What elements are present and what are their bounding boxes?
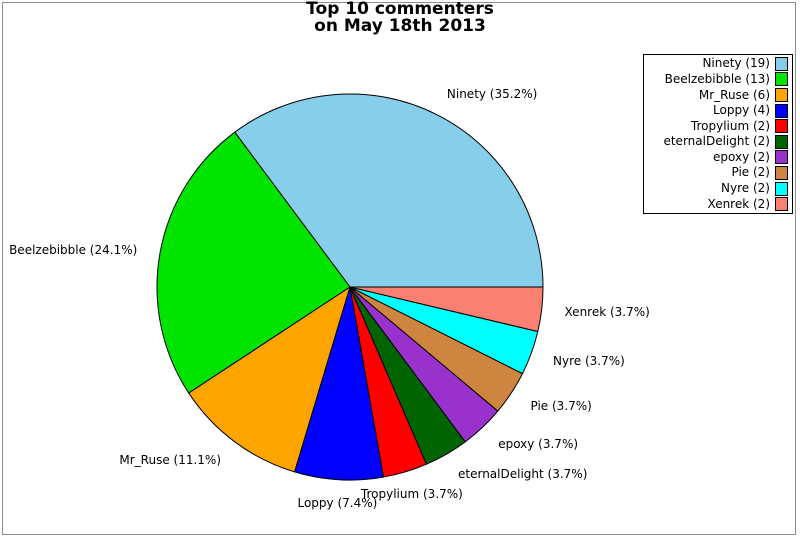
slice-label-pie: Pie (3.7%)	[530, 398, 592, 413]
pie-slice-mr_ruse	[188, 286, 351, 473]
legend-color-swatch	[775, 165, 788, 180]
legend-item-nyre: Nyre (2)	[646, 181, 788, 197]
slice-label-nyre: Nyre (3.7%)	[553, 353, 625, 368]
legend-item-ninety: Ninety (19)	[646, 56, 788, 72]
slice-label-tropylium: Tropylium (3.7%)	[360, 486, 463, 501]
legend-item-xenrek: Xenrek (2)	[646, 196, 788, 212]
chart-title-line1: Top 10 commenters	[306, 0, 494, 19]
legend-color-swatch	[775, 103, 788, 118]
legend-color-swatch	[775, 88, 788, 103]
pie-slice-ninety	[234, 93, 544, 288]
legend-color-swatch	[775, 56, 788, 71]
legend-label: Xenrek (2)	[707, 196, 770, 211]
chart-title-line2: on May 18th 2013	[314, 16, 486, 36]
pie-slice-beelzebibble	[156, 131, 351, 394]
legend-label: Pie (2)	[731, 165, 770, 180]
legend-color-swatch	[775, 119, 788, 134]
slice-label-xenrek: Xenrek (3.7%)	[564, 305, 650, 320]
slice-label-ninety: Ninety (35.2%)	[446, 87, 538, 101]
legend-label: eternalDelight (2)	[663, 134, 770, 149]
legend-label: Tropylium (2)	[690, 118, 770, 133]
slice-label-eternaldelight: eternalDelight (3.7%)	[458, 467, 588, 482]
legend-item-tropylium: Tropylium (2)	[646, 118, 788, 134]
legend-label: Nyre (2)	[721, 181, 770, 196]
legend-color-swatch	[775, 150, 788, 165]
legend-color-swatch	[775, 72, 788, 87]
legend-item-eternaldelight: eternalDelight (2)	[646, 134, 788, 150]
legend-item-epoxy: epoxy (2)	[646, 150, 788, 166]
legend-item-mr_ruse: Mr_Ruse (6)	[646, 87, 788, 103]
legend-label: Ninety (19)	[702, 56, 770, 71]
slice-label-loppy: Loppy (7.4%)	[297, 495, 378, 510]
legend-item-pie: Pie (2)	[646, 165, 788, 181]
legend-label: Mr_Ruse (6)	[698, 87, 770, 102]
legend-label: epoxy (2)	[713, 149, 770, 164]
legend-label: Loppy (4)	[713, 103, 770, 118]
pie-slice-xenrek	[349, 286, 544, 333]
legend-item-loppy: Loppy (4)	[646, 103, 788, 119]
slice-label-beelzebibble: Beelzebibble (24.1%)	[9, 242, 138, 257]
legend-color-swatch	[775, 181, 788, 196]
legend-color-swatch	[775, 197, 788, 212]
legend-item-beelzebibble: Beelzebibble (13)	[646, 72, 788, 88]
legend-color-swatch	[775, 134, 788, 149]
legend-box: Ninety (19) Beelzebibble (13) Mr_Ruse (6) L…	[643, 54, 793, 214]
chart-title: Top 10 commenters on May 18th 2013	[0, 1, 800, 35]
slice-label-mr_ruse: Mr_Ruse (11.1%)	[119, 453, 221, 468]
slice-label-epoxy: epoxy (3.7%)	[498, 437, 579, 452]
legend-label: Beelzebibble (13)	[664, 71, 770, 86]
